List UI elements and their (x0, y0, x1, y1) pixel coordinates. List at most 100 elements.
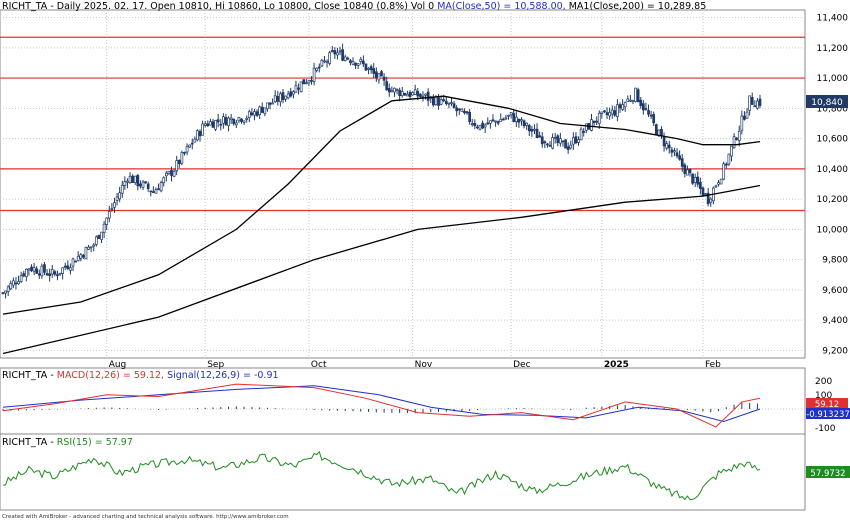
candle-body (312, 67, 316, 82)
candle-body (722, 163, 726, 180)
candle-body (271, 102, 274, 105)
candle-body (520, 119, 523, 122)
candle-body (569, 144, 573, 149)
candle-body (273, 95, 277, 103)
x-tick-label: Dec (513, 360, 530, 370)
x-tick-label: Nov (415, 360, 433, 370)
candle-body (24, 268, 28, 277)
candle-body (701, 187, 705, 197)
price-panel (0, 9, 806, 359)
candle-body (82, 254, 85, 258)
candle-body (19, 275, 23, 282)
candle-body (100, 231, 103, 240)
candle-body (63, 265, 67, 268)
candle-body (146, 183, 150, 190)
candle-body (304, 82, 308, 85)
candle-body (431, 97, 435, 106)
candle-body (229, 117, 233, 121)
date-x-axis: Aug Sep Oct Nov Dec 2025 Feb (109, 360, 721, 370)
candle-body (211, 121, 215, 128)
macd-line (2, 383, 761, 428)
candle-body (483, 124, 487, 128)
rsi-panel (0, 433, 806, 511)
candle-body (286, 93, 290, 99)
candle-body (522, 120, 526, 127)
macd-tick-neg100: -100 (815, 424, 836, 434)
candle-body (654, 124, 658, 135)
candle-body (222, 116, 225, 124)
candle-body (89, 246, 93, 249)
candle-body (183, 151, 186, 154)
candle-body (188, 144, 192, 148)
candle-body (50, 269, 54, 275)
macd-tick-200: 200 (815, 377, 832, 387)
candle-body (390, 90, 394, 93)
candle-body (71, 258, 75, 267)
price-y-axis: 9,200 9,400 9,600 9,800 10,000 10,200 10,400 10… (817, 14, 849, 357)
candle-body (253, 111, 256, 116)
candle-body (84, 247, 88, 260)
candle-body (154, 189, 158, 194)
candle-body (120, 184, 124, 194)
candle-body (56, 274, 59, 277)
candle-body (434, 96, 438, 105)
candle-body (463, 110, 466, 114)
candle-body (289, 91, 293, 97)
candle-body (546, 143, 549, 146)
candle-body (447, 102, 451, 105)
candle-body (476, 126, 479, 129)
candle-body (559, 138, 562, 144)
rsi-value: 57.9732 (810, 469, 845, 479)
candle-body (468, 112, 471, 123)
candle-body (22, 273, 26, 277)
candle-body (17, 281, 20, 285)
candle-body (512, 113, 516, 122)
candle-body (92, 244, 96, 247)
candle-body (704, 193, 707, 196)
support-resistance-lines (0, 36, 805, 212)
candle-body (584, 123, 588, 131)
candle-body (346, 57, 350, 60)
candle-body (164, 172, 168, 177)
candle-body (369, 66, 373, 71)
candle-body (172, 170, 176, 177)
macd-label: MACD(12,26) = 59.12, (57, 370, 167, 381)
candle-body (297, 87, 300, 90)
candle-body (206, 123, 210, 127)
candle-body (745, 111, 749, 119)
candle-body (652, 114, 656, 124)
ma50-line (2, 95, 761, 315)
candle-body (14, 282, 18, 285)
candle-body (198, 131, 202, 137)
candle-body (439, 99, 443, 105)
rsi-line (2, 450, 761, 501)
candle-body (517, 118, 521, 123)
candle-body (69, 267, 72, 271)
candle-body (714, 185, 718, 188)
candle-body (626, 98, 630, 102)
candle-body (693, 176, 697, 183)
candle-body (330, 50, 334, 52)
candle-body (115, 196, 119, 201)
candle-body (4, 290, 7, 294)
candle-body (214, 120, 217, 130)
candle-body (486, 122, 490, 125)
candle-body (667, 144, 671, 149)
candle-body (79, 254, 83, 259)
y-tick-label: 9,400 (822, 316, 848, 326)
candle-body (582, 131, 586, 133)
candle-body (540, 136, 544, 145)
candle-body (478, 124, 482, 130)
candle-body (737, 130, 741, 141)
candle-body (717, 182, 720, 185)
macd-value-tag (806, 398, 848, 409)
candle-body (613, 110, 617, 116)
candle-body (727, 153, 731, 165)
candle-body (688, 168, 692, 174)
candle-body (37, 273, 41, 276)
candle-body (553, 136, 557, 139)
candle-body (426, 91, 430, 101)
candle-body (284, 95, 287, 100)
candle-body (185, 146, 189, 153)
candle-body (499, 118, 503, 122)
